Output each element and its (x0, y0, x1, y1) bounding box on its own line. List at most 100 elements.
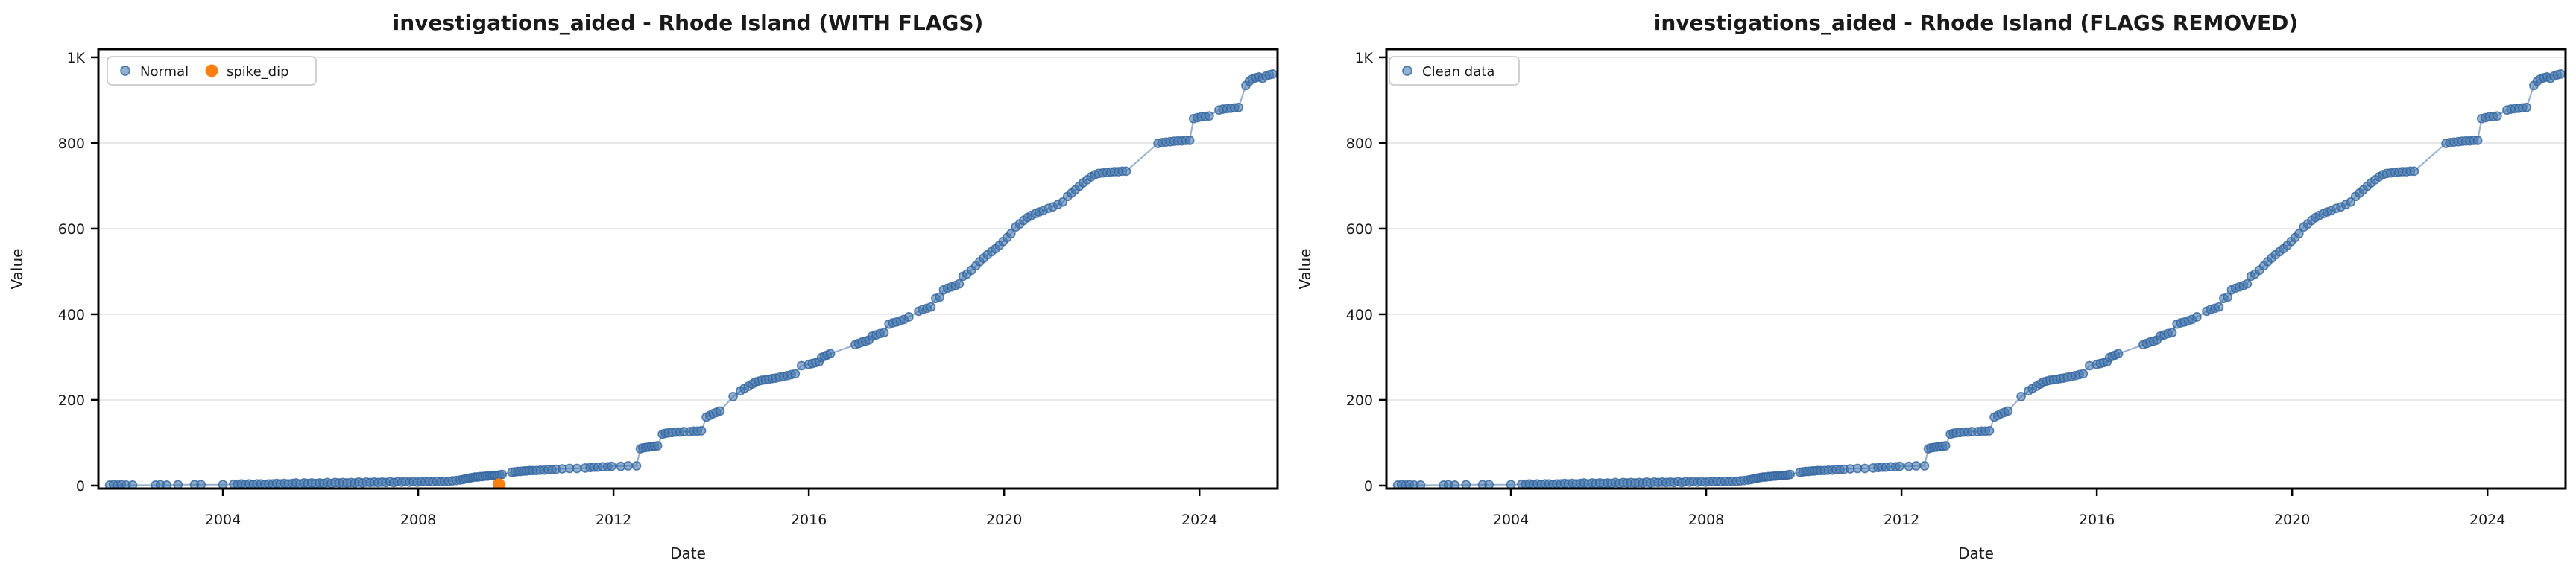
normal-point (196, 480, 206, 489)
ticks: 2004 2008 2012 2016 2020 2024 0 200 400 600 800 1K (1346, 50, 2506, 528)
normal-point (2214, 302, 2224, 312)
x-tick-label: 2020 (986, 512, 1022, 528)
normal-point (2223, 292, 2233, 302)
normal-line (1397, 73, 2561, 486)
y-tick-label: 600 (58, 221, 85, 238)
x-tick-label: 2004 (1493, 512, 1529, 528)
normal-point (1785, 469, 1796, 480)
normal-point (1506, 480, 1516, 489)
legend: Clean data (1389, 56, 1520, 86)
chart-with-flags: 2004 2008 2012 2016 2020 2024 0 200 400 600 800 1K N… (8, 10, 1279, 562)
normal-point (1415, 480, 1426, 489)
axes-box (1385, 48, 2567, 490)
normal-point (497, 469, 508, 480)
normal-point (825, 349, 836, 359)
y-axis-label-left: Value (8, 249, 26, 290)
legend-box (1389, 56, 1520, 86)
normal-point (607, 461, 616, 471)
normal-point (790, 369, 801, 379)
y-axis-label-right: Value (1296, 249, 1314, 290)
normal-point (572, 463, 582, 474)
normal-point (2409, 166, 2419, 177)
x-tick-label: 2004 (205, 512, 241, 528)
x-tick-label: 2024 (1181, 512, 1217, 528)
plot-area-right: 2004 2008 2012 2016 2020 2024 0 200 400 600 800 1K C… (1346, 48, 2567, 528)
ticks: 2004 2008 2012 2016 2020 2024 0 200 400 600 800 1K (58, 50, 1218, 528)
legend-label: spike_dip (227, 64, 289, 80)
x-axis-label-right: Date (1958, 544, 1994, 562)
normal-point (2078, 369, 2089, 379)
normal-point (1204, 111, 1214, 121)
legend-normal-marker-icon (120, 66, 130, 76)
y-tick-label: 200 (1346, 393, 1373, 409)
y-tick-label: 800 (58, 136, 85, 152)
normal-point (652, 441, 663, 451)
chart-title-right: investigations_aided - Rhode Island (FLA… (1654, 10, 2298, 35)
y-tick-label: 1K (66, 50, 85, 66)
x-tick-label: 2012 (1884, 512, 1919, 528)
x-tick-label: 2016 (791, 512, 827, 528)
legend: Normal spike_dip (107, 56, 317, 86)
normal-point (1484, 480, 1494, 489)
x-tick-label: 2012 (596, 512, 631, 528)
normal-point (1121, 166, 1131, 177)
normal-point (1184, 136, 1195, 145)
normal-point (2192, 312, 2202, 322)
chart-title-left: investigations_aided - Rhode Island (WIT… (393, 10, 984, 35)
legend-label: Normal (140, 64, 189, 80)
gridlines (1386, 57, 2566, 401)
y-tick-label: 400 (1346, 307, 1373, 323)
plot-area-left: 2004 2008 2012 2016 2020 2024 0 200 400 600 800 1K N… (58, 48, 1279, 528)
normal-point (2294, 229, 2304, 239)
normal-point (127, 480, 138, 489)
y-tick-label: 800 (1346, 136, 1373, 152)
normal-point (1940, 441, 1951, 451)
normal-line (109, 73, 1273, 486)
plot-flags-removed: 2004 2008 2012 2016 2020 2024 0 200 400 600 800 1K C… (1296, 10, 2567, 562)
normal-point (2167, 328, 2177, 338)
chart-flags-removed: 2004 2008 2012 2016 2020 2024 0 200 400 600 800 1K C… (1288, 0, 2576, 572)
x-tick-label: 2024 (2469, 512, 2505, 528)
data-series (104, 69, 1278, 489)
axes-box (97, 48, 1279, 490)
normal-point (728, 392, 738, 401)
x-tick-label: 2008 (400, 512, 436, 528)
y-tick-label: 1K (1354, 50, 1373, 66)
y-tick-label: 200 (58, 393, 85, 409)
normal-point (954, 279, 965, 289)
normal-point (162, 480, 172, 489)
normal-point (2522, 102, 2531, 112)
normal-point (173, 480, 183, 489)
normal-point (1984, 426, 1995, 436)
x-tick-label: 2008 (1688, 512, 1724, 528)
flagged-point (492, 478, 505, 489)
normal-point (2556, 69, 2566, 79)
normal-point (904, 312, 914, 322)
normal-point (623, 461, 634, 471)
normal-point (926, 302, 936, 312)
normal-point (218, 480, 228, 489)
normal-point (1461, 480, 1471, 489)
data-series (1392, 69, 2566, 489)
normal-point (1911, 461, 1922, 471)
legend-normal-marker-icon (1402, 66, 1412, 76)
legend-flag-marker-icon (205, 64, 218, 77)
gridlines (98, 57, 1278, 401)
normal-point (2492, 111, 2502, 121)
normal-point (1234, 102, 1243, 112)
plot-with-flags: 2004 2008 2012 2016 2020 2024 0 200 400 600 800 1K N… (8, 10, 1279, 562)
normal-point (1268, 69, 1278, 79)
normal-point (2242, 279, 2253, 289)
normal-point (2472, 136, 2483, 145)
normal-point (631, 461, 642, 471)
legend-label: Clean data (1422, 64, 1494, 80)
x-axis-label-left: Date (670, 544, 706, 562)
normal-point (715, 406, 725, 416)
x-tick-label: 2016 (2079, 512, 2115, 528)
normal-point (1006, 229, 1016, 239)
normal-point (1860, 463, 1870, 474)
y-tick-label: 600 (1346, 221, 1373, 238)
normal-point (935, 292, 945, 302)
x-tick-label: 2020 (2274, 512, 2310, 528)
